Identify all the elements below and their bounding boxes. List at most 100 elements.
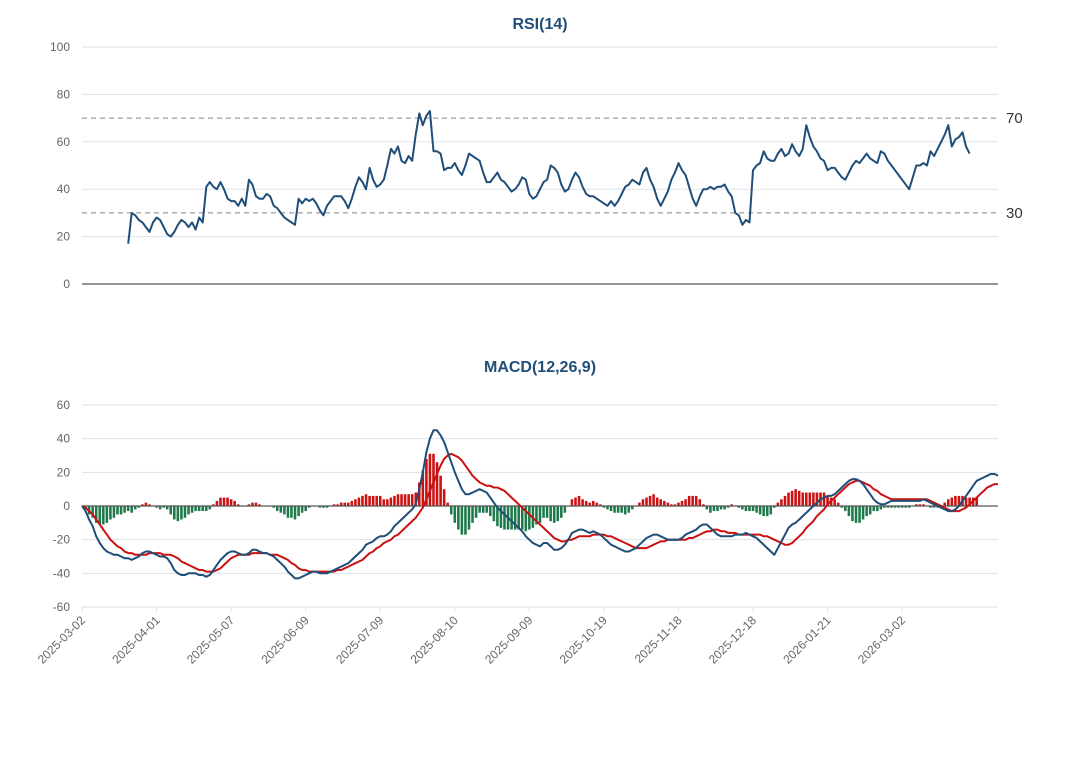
histogram-bar xyxy=(762,506,765,517)
histogram-bar xyxy=(702,504,705,506)
histogram-bar xyxy=(694,495,698,506)
histogram-bar xyxy=(481,506,485,513)
histogram-bar xyxy=(840,506,844,508)
histogram-bar xyxy=(851,506,854,522)
histogram-bar xyxy=(176,506,180,522)
histogram-bar xyxy=(758,506,762,515)
x-tick-label: 2025-04-01 xyxy=(109,613,163,667)
rsi-grid xyxy=(82,46,998,285)
histogram-bar xyxy=(812,492,815,506)
rsi-title: RSI(14) xyxy=(512,16,567,33)
histogram-bar xyxy=(662,500,666,506)
macd-line xyxy=(81,429,999,580)
histogram-bar xyxy=(496,506,499,527)
histogram-bar xyxy=(907,506,911,508)
histogram-bar xyxy=(141,504,144,506)
rsi-line xyxy=(127,110,971,244)
histogram-bar xyxy=(421,470,425,506)
x-tick-label: 2025-09-09 xyxy=(482,613,536,667)
histogram-bar xyxy=(805,492,808,506)
histogram-bar xyxy=(339,502,343,506)
x-tick-label: 2026-01-21 xyxy=(780,613,834,667)
histogram-bar xyxy=(247,504,251,506)
histogram-bar xyxy=(730,504,733,506)
histogram-bar xyxy=(858,506,861,523)
histogram-bar xyxy=(471,506,474,523)
histogram-bar xyxy=(737,506,741,508)
histogram-bar xyxy=(741,506,744,510)
histogram-bar xyxy=(954,495,957,506)
histogram-bar xyxy=(304,506,307,512)
macd-y-tick-label: 0 xyxy=(63,499,70,513)
histogram-bar xyxy=(503,506,506,530)
histogram-bar xyxy=(229,499,233,506)
histogram-bar xyxy=(382,499,386,506)
histogram-bar xyxy=(517,506,520,530)
rsi-y-tick-label: 100 xyxy=(50,40,70,54)
histogram-bar xyxy=(904,506,907,508)
histogram-bar xyxy=(915,504,918,506)
histogram-bar xyxy=(950,497,954,506)
histogram-bar xyxy=(467,506,471,530)
histogram-bar xyxy=(190,506,194,513)
histogram-bar xyxy=(173,506,176,520)
histogram-bar xyxy=(492,506,496,522)
histogram-bar xyxy=(556,506,560,522)
histogram-bar xyxy=(116,506,119,515)
histogram-bar xyxy=(236,504,240,506)
histogram-bar xyxy=(893,506,897,508)
histogram-bar xyxy=(577,495,581,506)
macd-y-axis-ticks: -60 -40 -20 0 20 40 60 xyxy=(53,398,71,614)
histogram-bar xyxy=(418,482,421,506)
histogram-bar xyxy=(425,458,428,506)
histogram-bar xyxy=(283,506,286,515)
rsi-y-tick-label: 40 xyxy=(57,182,71,196)
macd-y-tick-label: -60 xyxy=(53,600,71,614)
histogram-bar xyxy=(879,506,883,510)
histogram-bar xyxy=(222,497,226,506)
histogram-bar xyxy=(197,506,201,512)
rsi-ref-label-70: 70 xyxy=(1006,110,1023,127)
histogram-bar xyxy=(897,506,900,508)
histogram-bar xyxy=(599,504,602,506)
histogram-bar xyxy=(822,492,826,506)
histogram-bar xyxy=(354,499,357,506)
histogram-bar xyxy=(439,475,442,506)
x-tick-label: 2025-05-07 xyxy=(184,613,238,667)
histogram-bar xyxy=(449,506,453,515)
histogram-bar xyxy=(975,497,978,506)
histogram-bar xyxy=(602,506,606,508)
histogram-bar xyxy=(279,506,283,513)
histogram-bar xyxy=(765,506,769,517)
histogram-bar xyxy=(300,506,304,513)
macd-y-tick-label: -20 xyxy=(53,533,71,547)
histogram-bar xyxy=(386,499,389,506)
histogram-bar xyxy=(318,506,322,508)
histogram-bar xyxy=(109,506,112,520)
histogram-bar xyxy=(119,506,123,515)
histogram-bar xyxy=(403,494,407,506)
histogram-bar xyxy=(169,506,173,515)
histogram-bar xyxy=(293,506,297,520)
histogram-bar xyxy=(652,494,655,506)
histogram-bar xyxy=(563,506,567,513)
histogram-bar xyxy=(872,506,876,512)
histogram-bar xyxy=(773,506,776,508)
histogram-bar xyxy=(393,495,396,506)
histogram-bar xyxy=(442,489,446,506)
histogram-bar xyxy=(148,504,151,506)
histogram-bar xyxy=(797,490,801,506)
x-tick-label: 2025-11-18 xyxy=(632,613,685,666)
histogram-bar xyxy=(307,506,311,508)
histogram-bar xyxy=(918,504,922,506)
histogram-bar xyxy=(595,502,599,506)
x-tick-label: 2025-07-09 xyxy=(333,613,387,667)
histogram-bar xyxy=(208,506,212,510)
histogram-bar xyxy=(705,506,709,510)
histogram-bar xyxy=(641,499,645,506)
histogram-bar xyxy=(794,489,797,506)
histogram-bar xyxy=(769,506,773,515)
histogram-bar xyxy=(680,500,684,506)
histogram-bar xyxy=(375,495,378,506)
